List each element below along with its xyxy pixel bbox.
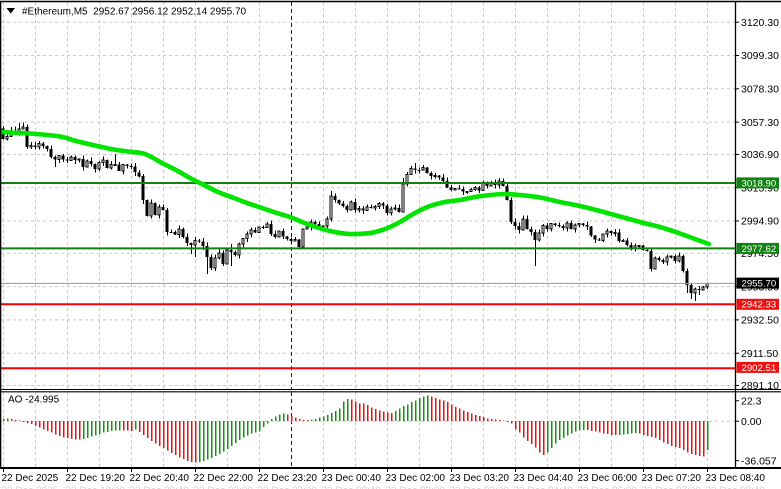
svg-text:22 Dec 19:20: 22 Dec 19:20 [66,486,126,489]
svg-text:23 Dec 08:40: 23 Dec 08:40 [706,473,766,484]
svg-text:3018.90: 3018.90 [742,178,777,189]
svg-text:0.00: 0.00 [741,416,762,428]
svg-text:2977.62: 2977.62 [742,244,777,255]
svg-text:22 Dec 23:20: 22 Dec 23:20 [258,486,318,489]
svg-text:3078.30: 3078.30 [741,84,779,96]
svg-text:22 Dec 2025: 22 Dec 2025 [2,473,59,484]
svg-text:2891.10: 2891.10 [741,380,779,392]
svg-text:3099.30: 3099.30 [741,50,779,62]
svg-text:2932.50: 2932.50 [741,315,779,327]
svg-text:22 Dec 19:20: 22 Dec 19:20 [66,473,126,484]
svg-text:2955.70: 2955.70 [742,279,777,290]
svg-text:23 Dec 06:00: 23 Dec 06:00 [578,473,638,484]
svg-text:23 Dec 06:00: 23 Dec 06:00 [578,486,638,489]
svg-text:23 Dec 02:00: 23 Dec 02:00 [386,473,446,484]
svg-text:23 Dec 02:00: 23 Dec 02:00 [386,486,446,489]
svg-text:23 Dec 00:40: 23 Dec 00:40 [322,473,382,484]
svg-text:23 Dec 03:20: 23 Dec 03:20 [450,473,510,484]
svg-text:3036.90: 3036.90 [741,149,779,161]
svg-text:AO -24.995: AO -24.995 [8,395,60,406]
svg-text:22 Dec 20:40: 22 Dec 20:40 [130,486,190,489]
svg-text:23 Dec 07:20: 23 Dec 07:20 [642,486,702,489]
svg-text:22 Dec 22:00: 22 Dec 22:00 [194,473,254,484]
svg-text:-36.057: -36.057 [741,455,777,467]
svg-text:23 Dec 08:40: 23 Dec 08:40 [706,486,766,489]
svg-text:3120.30: 3120.30 [741,17,779,29]
svg-text:22 Dec 22:00: 22 Dec 22:00 [194,486,254,489]
svg-text:3057.30: 3057.30 [741,117,779,129]
svg-text:22 Dec 20:40: 22 Dec 20:40 [130,473,190,484]
svg-text:22.3: 22.3 [741,396,762,408]
svg-text:23 Dec 04:40: 23 Dec 04:40 [514,473,574,484]
svg-text:23 Dec 07:20: 23 Dec 07:20 [642,473,702,484]
svg-text:#Ethereum,M5 2952.67 2956.12: #Ethereum,M5 2952.67 2956.12 2952.14 295… [22,7,247,18]
svg-text:22 Dec 2025: 22 Dec 2025 [2,486,59,489]
svg-text:23 Dec 04:40: 23 Dec 04:40 [514,486,574,489]
svg-text:23 Dec 00:40: 23 Dec 00:40 [322,486,382,489]
svg-text:23 Dec 03:20: 23 Dec 03:20 [450,486,510,489]
svg-text:2911.50: 2911.50 [741,348,778,360]
svg-text:22 Dec 23:20: 22 Dec 23:20 [258,473,318,484]
svg-text:2942.33: 2942.33 [742,300,777,311]
svg-text:2902.51: 2902.51 [742,363,777,374]
svg-text:2994.90: 2994.90 [741,216,779,228]
